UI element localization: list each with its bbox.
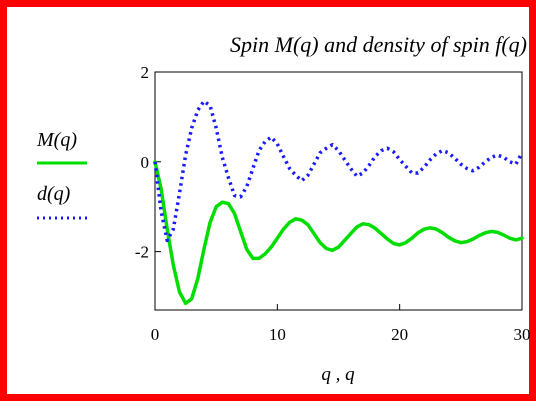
x-tick-label: 30	[514, 325, 531, 344]
x-axis-label: q , q	[321, 364, 355, 385]
y-tick-label: 2	[141, 63, 150, 82]
y-tick-label: 0	[141, 153, 150, 172]
legend: M(q) d(q)	[36, 129, 87, 220]
legend-label-d: d(q)	[37, 183, 71, 205]
chart-plot: Spin M(q) and density of spin f(q) 0 10 20…	[36, 32, 531, 385]
legend-label-m: M(q)	[36, 129, 77, 151]
y-tick-label: -2	[135, 243, 149, 262]
plot-area-border	[154, 71, 523, 311]
x-tick-label: 10	[269, 325, 286, 344]
series-line-d	[153, 99, 524, 243]
series-group	[153, 99, 524, 306]
chart-title: Spin M(q) and density of spin f(q)	[230, 32, 527, 57]
x-tick-label: 20	[391, 325, 408, 344]
series-line-m	[153, 160, 524, 306]
x-tick-label: 0	[151, 325, 160, 344]
